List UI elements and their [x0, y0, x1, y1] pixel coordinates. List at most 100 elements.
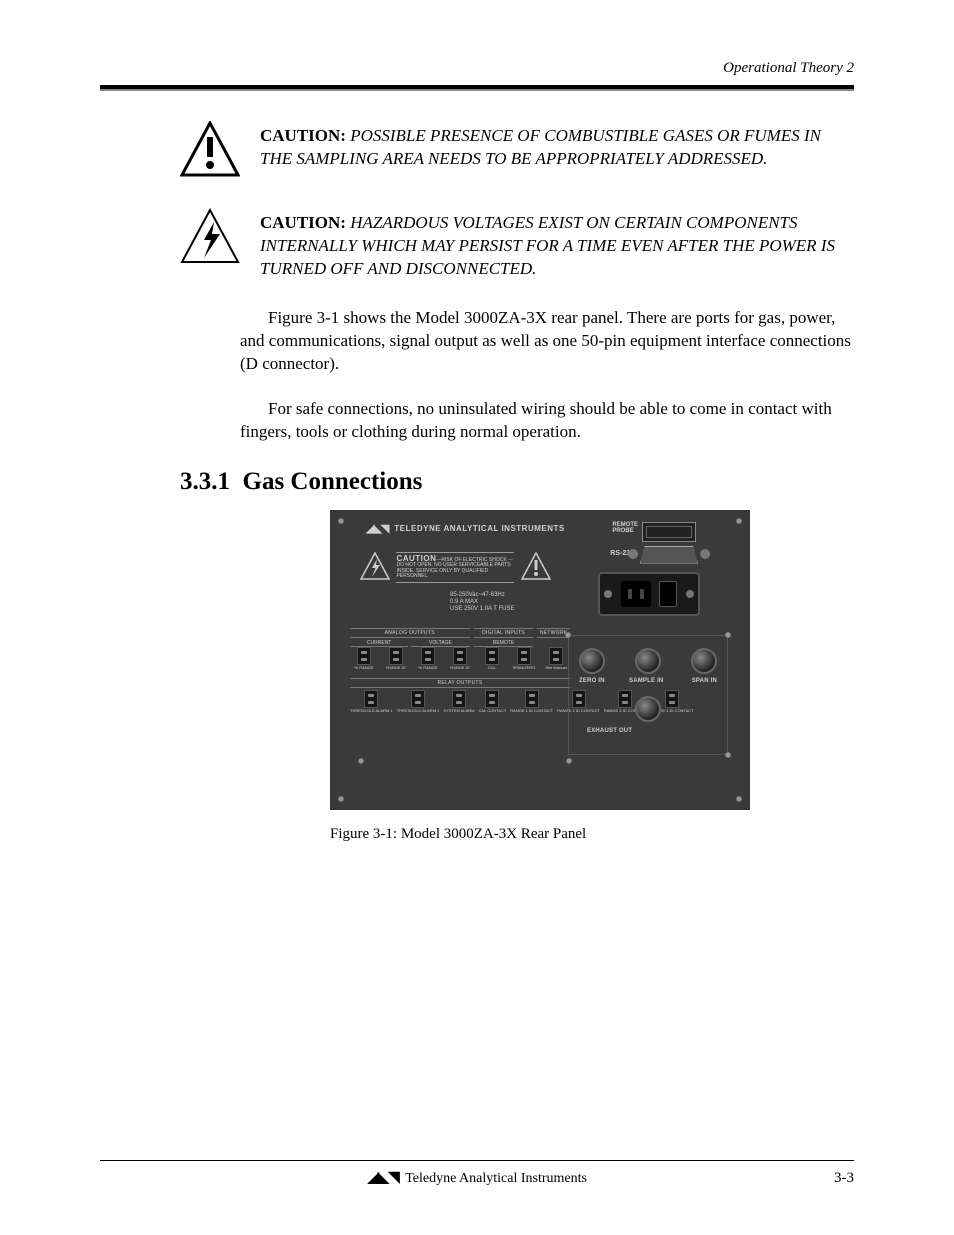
- caution-text: CAUTION—RISK OF ELECTRIC SHOCK —DO NOT O…: [396, 552, 514, 583]
- caution-triangle-icon: [521, 552, 551, 585]
- remote-probe-label: REMOTE PROBE: [612, 522, 638, 535]
- digital-inputs-label: DIGITAL INPUTS: [474, 628, 534, 638]
- screw-icon: [338, 518, 344, 524]
- brand-row: ◢◣◥ TELEDYNE ANALYTICAL INSTRUMENTS: [366, 522, 565, 535]
- terminal-block: THRESHOLD ALARM 1: [350, 690, 393, 713]
- screw-icon: [736, 796, 742, 802]
- header-right: Operational Theory 2: [100, 60, 854, 77]
- terminal-label: SYSTEM ALARM: [443, 709, 474, 713]
- terminal-row: % RANGE RANGE ID % RANGE RANGE ID CAL SPAN/ZE…: [350, 647, 570, 670]
- sublabel: REMOTE: [474, 640, 534, 647]
- exhaust-out-port: [635, 696, 661, 722]
- terminal-icon: [421, 647, 435, 665]
- terminal-label: RANGE ID: [382, 666, 410, 670]
- terminal-icon: [452, 690, 466, 708]
- span-in-port: [691, 648, 717, 674]
- terminal-row: THRESHOLD ALARM 1 THRESHOLD ALARM 2SYSTEM…: [350, 690, 570, 713]
- sublabel: VOLTAGE: [411, 640, 469, 647]
- zero-in-port: [579, 648, 605, 674]
- relay-outputs-label: RELAY OUTPUTS: [350, 678, 570, 688]
- figure: ◢◣◥ TELEDYNE ANALYTICAL INSTRUMENTS REMO…: [330, 510, 854, 843]
- screw-icon: [725, 752, 731, 758]
- terminal-block: % RANGE: [350, 647, 378, 670]
- span-in-label: SPAN IN: [692, 678, 717, 684]
- teledyne-logo-icon: ◢◣◥: [366, 522, 388, 535]
- terminal-block: SYSTEM ALARM: [443, 690, 474, 713]
- spec-line: 85-250Vac~47-63Hz: [450, 592, 514, 599]
- remote-probe-connector: [642, 522, 696, 542]
- terminal-label: RANGE ID: [446, 666, 474, 670]
- caution-triangle-icon: [180, 121, 240, 182]
- page-number: 3-3: [834, 1170, 854, 1187]
- warning-shock: CAUTION: HAZARDOUS VOLTAGES EXIST ON CER…: [180, 208, 854, 281]
- terminal-icon: [517, 647, 531, 665]
- jackscrew-icon: [700, 549, 710, 559]
- terminal-label: SPAN/ZERO: [510, 666, 538, 670]
- terminal-block: THRESHOLD ALARM 2: [397, 690, 440, 713]
- power-spec: 85-250Vac~47-63Hz 0.9 A MAX USE 250V 1.0…: [450, 592, 514, 614]
- terminal-icon: [364, 690, 378, 708]
- terminal-label: THRESHOLD ALARM 1: [350, 709, 393, 713]
- screw-icon: [358, 758, 364, 764]
- terminal-block: See Manual: [542, 647, 570, 670]
- terminal-label: See Manual: [542, 666, 570, 670]
- page: Operational Theory 2 CAUTION: POSSIBLE P…: [0, 0, 954, 1235]
- teledyne-logo-icon: ◢◣◥: [367, 1167, 398, 1187]
- sample-in-label: SAMPLE IN: [629, 678, 663, 684]
- shock-triangle-icon: [180, 208, 240, 269]
- spec-line: USE 250V 1.0A T FUSE: [450, 606, 514, 613]
- jackscrew-icon: [628, 549, 638, 559]
- shock-triangle-icon: [360, 552, 390, 585]
- terminal-label: THRESHOLD ALARM 2: [397, 709, 440, 713]
- header-rule: [100, 85, 854, 91]
- screw-icon: [686, 590, 694, 598]
- terminal-block: RANGE ID: [382, 647, 410, 670]
- sublabel: CURRENT: [350, 640, 408, 647]
- figure-caption: Figure 3-1: Model 3000ZA-3X Rear Panel: [330, 826, 854, 843]
- body-paragraph: Figure 3-1 shows the Model 3000ZA-3X rea…: [240, 307, 854, 376]
- spec-line: 0.9 A MAX: [450, 599, 514, 606]
- terminal-label: RANGE 1 ID CONTACT: [510, 709, 553, 713]
- terminal-block: CAL: [478, 647, 506, 670]
- terminal-icon: [357, 647, 371, 665]
- screw-icon: [565, 632, 571, 638]
- caution-plate: CAUTION—RISK OF ELECTRIC SHOCK —DO NOT O…: [360, 552, 555, 585]
- section-heading: 3.3.1 Gas Connections: [180, 468, 854, 496]
- warning-text: CAUTION: HAZARDOUS VOLTAGES EXIST ON CER…: [260, 208, 854, 281]
- iec-plug-icon: [621, 581, 651, 607]
- terminal-icon: [453, 647, 467, 665]
- terminal-block: SPAN/ZERO: [510, 647, 538, 670]
- terminal-icon: [485, 647, 499, 665]
- zero-in-label: ZERO IN: [579, 678, 605, 684]
- screw-icon: [338, 796, 344, 802]
- screw-icon: [736, 518, 742, 524]
- terminal-block: % RANGE: [414, 647, 442, 670]
- analog-outputs-label: ANALOG OUTPUTS: [350, 628, 470, 638]
- caution-title: CAUTION: [396, 554, 436, 563]
- terminal-icon: [549, 647, 563, 665]
- terminal-block: CAL CONTACT: [479, 690, 507, 713]
- warning-text: CAUTION: POSSIBLE PRESENCE OF COMBUSTIBL…: [260, 121, 854, 171]
- terminal-block: RANGE ID: [446, 647, 474, 670]
- sample-in-port: [635, 648, 661, 674]
- warning-caution: CAUTION: POSSIBLE PRESENCE OF COMBUSTIBL…: [180, 121, 854, 182]
- warning-bold: CAUTION:: [260, 126, 346, 145]
- terminal-label: CAL CONTACT: [479, 709, 507, 713]
- warning-bold: CAUTION:: [260, 213, 346, 232]
- body-paragraph: For safe connections, no uninsulated wir…: [240, 398, 854, 444]
- exhaust-out-label: EXHAUST OUT: [587, 728, 632, 734]
- terminal-block: RANGE 1 ID CONTACT: [510, 690, 553, 713]
- screw-icon: [566, 758, 572, 764]
- section-title: Gas Connections: [243, 468, 423, 495]
- power-inlet: [598, 572, 700, 616]
- power-switch-icon: [659, 581, 677, 607]
- screw-icon: [725, 632, 731, 638]
- terminal-label: CAL: [478, 666, 506, 670]
- rear-panel-illustration: ◢◣◥ TELEDYNE ANALYTICAL INSTRUMENTS REMO…: [330, 510, 750, 810]
- brand-text: TELEDYNE ANALYTICAL INSTRUMENTS: [394, 524, 564, 533]
- terminal-icon: [411, 690, 425, 708]
- warning-rest: HAZARDOUS VOLTAGES EXIST ON CERTAIN COMP…: [260, 213, 835, 278]
- rs232-connector: [640, 546, 698, 564]
- terminal-icon: [389, 647, 403, 665]
- gas-connections: ZERO IN SAMPLE IN SPAN IN EXHAUST OUT: [568, 635, 728, 755]
